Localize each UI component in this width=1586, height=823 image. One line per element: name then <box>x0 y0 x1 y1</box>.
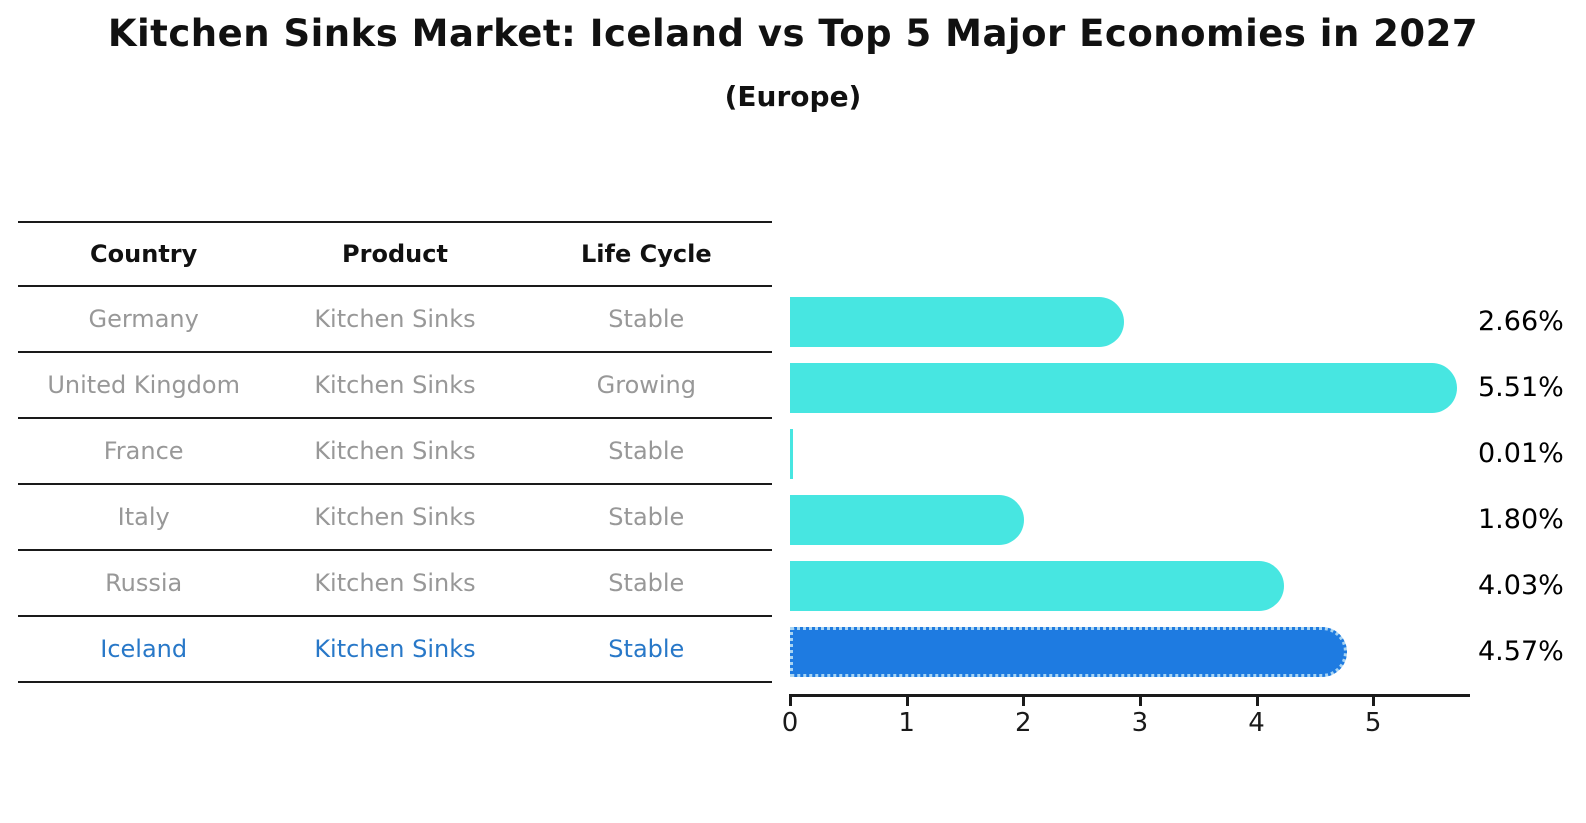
table-row-france: France Kitchen Sinks Stable <box>18 419 772 485</box>
bar-russia <box>790 561 1285 611</box>
x-axis-tick-label: 4 <box>1248 708 1265 738</box>
cell-product: Kitchen Sinks <box>314 503 476 531</box>
x-axis-tick <box>1022 694 1026 706</box>
x-axis-line <box>790 694 1470 697</box>
cell-life-cycle: Growing <box>596 371 696 399</box>
x-axis-tick <box>789 694 792 706</box>
table-row-iceland: Iceland Kitchen Sinks Stable <box>18 617 772 683</box>
x-axis-tick <box>1372 694 1376 706</box>
chart-title: Kitchen Sinks Market: Iceland vs Top 5 M… <box>107 12 1479 55</box>
value-label-italy: 1.80% <box>1478 504 1564 535</box>
country-table: Country Product Life Cycle Germany Kitch… <box>18 221 772 683</box>
bar-italy <box>790 495 1024 545</box>
column-header-country: Country <box>90 240 198 268</box>
value-label-russia: 4.03% <box>1478 570 1564 601</box>
value-label-germany: 2.66% <box>1478 306 1564 337</box>
cell-product: Kitchen Sinks <box>314 569 476 597</box>
chart-subtitle: (Europe) <box>724 80 862 113</box>
bar-france <box>790 429 793 479</box>
bar-germany <box>790 297 1125 347</box>
cell-country: Italy <box>117 503 170 531</box>
value-label-united-kingdom: 5.51% <box>1478 372 1564 403</box>
cell-life-cycle: Stable <box>608 569 685 597</box>
value-label-iceland: 4.57% <box>1478 636 1564 667</box>
table-header-row: Country Product Life Cycle <box>18 221 772 287</box>
x-axis-tick-label: 1 <box>898 708 915 738</box>
column-header-product: Product <box>342 240 448 268</box>
x-axis-tick-label: 5 <box>1364 708 1382 738</box>
x-axis-tick <box>1255 694 1259 706</box>
table-row-germany: Germany Kitchen Sinks Stable <box>18 287 772 353</box>
cell-country: United Kingdom <box>47 371 240 399</box>
cell-product: Kitchen Sinks <box>314 635 476 663</box>
value-label-column: 2.66% 5.51% 0.01% 1.80% 4.03% 4.57% <box>1478 289 1583 685</box>
cell-product: Kitchen Sinks <box>314 437 476 465</box>
cell-life-cycle: Stable <box>608 503 685 531</box>
value-label-france: 0.01% <box>1478 438 1564 469</box>
cell-product: Kitchen Sinks <box>314 305 476 333</box>
table-row-russia: Russia Kitchen Sinks Stable <box>18 551 772 617</box>
bar-united-kingdom <box>790 363 1457 413</box>
x-axis-tick-label: 0 <box>781 708 799 738</box>
bar-iceland <box>790 627 1348 677</box>
table-row-united-kingdom: United Kingdom Kitchen Sinks Growing <box>18 353 772 419</box>
bar-plot: 0 1 2 3 4 5 <box>782 289 1470 738</box>
x-axis-tick-label: 3 <box>1131 708 1149 738</box>
column-header-life-cycle: Life Cycle <box>581 240 712 268</box>
x-axis-tick <box>1138 694 1142 706</box>
cell-country: Russia <box>105 569 183 597</box>
cell-country: Iceland <box>100 635 188 663</box>
cell-life-cycle: Stable <box>608 305 685 333</box>
x-axis-tick <box>905 694 909 706</box>
cell-country: France <box>103 437 184 465</box>
cell-life-cycle: Stable <box>608 437 685 465</box>
table-row-italy: Italy Kitchen Sinks Stable <box>18 485 772 551</box>
x-axis-tick-label: 2 <box>1014 708 1032 738</box>
cell-product: Kitchen Sinks <box>314 371 476 399</box>
cell-life-cycle: Stable <box>608 635 685 663</box>
cell-country: Germany <box>88 305 199 333</box>
